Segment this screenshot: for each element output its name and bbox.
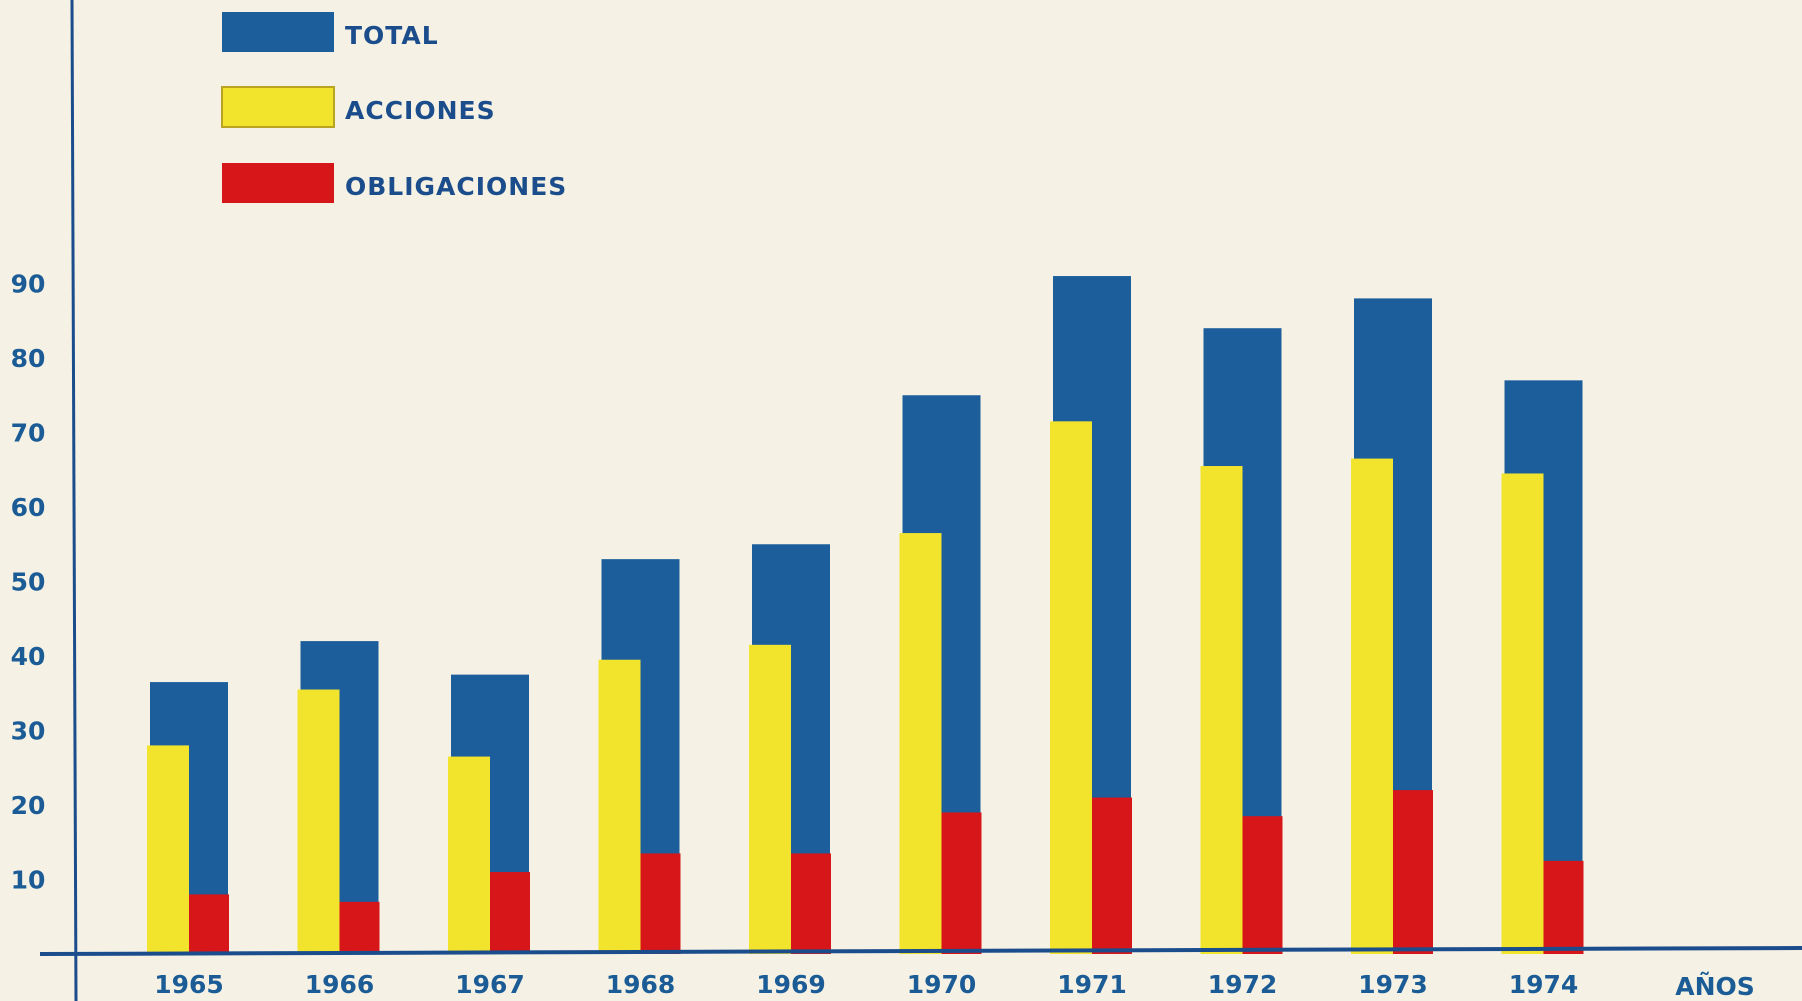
bar-obligaciones-1967 <box>490 872 530 954</box>
legend-swatch-total <box>222 12 334 52</box>
x-tick-label-1965: 1965 <box>154 970 224 999</box>
bar-obligaciones-1968 <box>640 853 681 954</box>
chart-axes <box>39 0 1802 1001</box>
legend-swatch-acciones <box>221 86 335 128</box>
y-tick-label-90: 90 <box>11 270 46 299</box>
y-tick-labels: 10 20 30 40 50 60 70 80 90 <box>11 270 46 895</box>
x-tick-label-1966: 1966 <box>305 970 375 999</box>
bar-acciones-1967 <box>448 756 490 954</box>
bar-obligaciones-1972 <box>1242 816 1283 954</box>
chart-legend: TOTAL ACCIONES OBLIGACIONES <box>221 12 567 203</box>
x-axis-line <box>39 946 1802 956</box>
bar-acciones-1968 <box>598 659 641 954</box>
x-tick-label-1971: 1971 <box>1057 970 1127 999</box>
y-tick-label-20: 20 <box>11 791 46 820</box>
bar-acciones-1974 <box>1501 473 1544 954</box>
bar-acciones-1966 <box>297 689 340 954</box>
bar-obligaciones-1971 <box>1092 797 1132 954</box>
x-tick-labels: 1965 1966 1967 1968 1969 1970 1971 1972 1973 1974 <box>154 970 1578 999</box>
bar-obligaciones-1974 <box>1543 860 1584 954</box>
x-tick-label-1972: 1972 <box>1208 970 1278 999</box>
x-tick-label-1967: 1967 <box>455 970 525 999</box>
y-tick-label-40: 40 <box>11 642 46 671</box>
x-tick-label-1970: 1970 <box>907 970 977 999</box>
x-axis-title: AÑOS <box>1675 972 1755 1001</box>
bar-acciones-1972 <box>1200 466 1243 954</box>
bar-obligaciones-1973 <box>1393 790 1433 954</box>
bar-acciones-1965 <box>147 745 189 954</box>
y-tick-label-10: 10 <box>11 866 46 895</box>
bar-group <box>147 276 1584 955</box>
bar-acciones-1973 <box>1351 458 1393 954</box>
y-tick-label-80: 80 <box>11 344 46 373</box>
y-tick-label-30: 30 <box>11 717 46 746</box>
bar-acciones-1970 <box>899 533 942 954</box>
legend-swatch-obligaciones <box>222 163 334 203</box>
x-tick-label-1968: 1968 <box>606 970 676 999</box>
x-tick-label-1973: 1973 <box>1358 970 1428 999</box>
bar-obligaciones-1965 <box>189 894 229 954</box>
bar-acciones-1971 <box>1050 421 1092 954</box>
legend-label-total: TOTAL <box>345 21 439 50</box>
x-tick-label-1974: 1974 <box>1509 970 1579 999</box>
legend-label-acciones: ACCIONES <box>345 96 496 125</box>
y-tick-label-50: 50 <box>11 568 46 597</box>
y-tick-label-70: 70 <box>11 419 46 448</box>
bar-obligaciones-1969 <box>791 853 831 954</box>
bar-acciones-1969 <box>749 644 791 954</box>
y-axis-line <box>70 0 78 1001</box>
bar-obligaciones-1970 <box>941 812 982 954</box>
x-tick-label-1969: 1969 <box>756 970 826 999</box>
y-tick-label-60: 60 <box>11 493 46 522</box>
bar-obligaciones-1966 <box>339 901 380 954</box>
legend-label-obligaciones: OBLIGACIONES <box>345 172 567 201</box>
